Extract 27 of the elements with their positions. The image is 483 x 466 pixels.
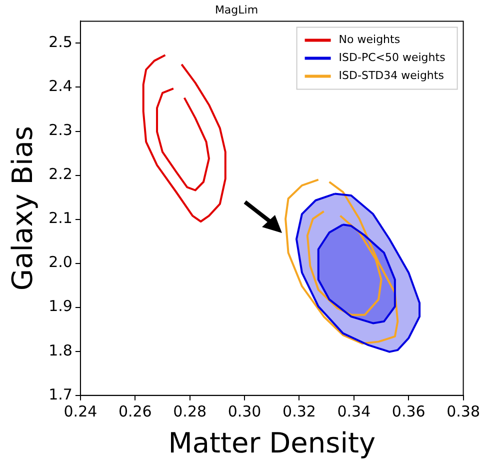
y-tick-label: 2.2 bbox=[48, 165, 72, 184]
x-tick-label: 0.30 bbox=[228, 402, 262, 420]
chart-title: MagLim bbox=[214, 3, 258, 16]
y-tick-label: 1.9 bbox=[48, 297, 72, 316]
x-tick-label: 0.38 bbox=[446, 402, 480, 420]
y-tick-label: 1.7 bbox=[48, 385, 72, 404]
y-tick-label: 1.8 bbox=[48, 341, 72, 360]
line-series bbox=[306, 210, 382, 316]
y-axis-title: Galaxy Bias bbox=[6, 126, 40, 291]
x-tick-label: 0.28 bbox=[173, 402, 207, 420]
legend-label: No weights bbox=[338, 33, 400, 46]
line-series bbox=[142, 54, 226, 223]
line-series bbox=[156, 88, 210, 192]
x-tick-label: 0.36 bbox=[392, 402, 426, 420]
y-tick-label: 2.5 bbox=[48, 33, 72, 52]
y-tick-label: 2.1 bbox=[48, 209, 72, 228]
legend-label: ISD-STD34 weights bbox=[338, 69, 444, 82]
y-tick-label: 2.3 bbox=[48, 121, 72, 140]
x-tick-label: 0.34 bbox=[337, 402, 371, 420]
line-series bbox=[284, 178, 399, 344]
x-tick-label: 0.32 bbox=[282, 402, 316, 420]
legend-label: ISD-PC<50 weights bbox=[338, 51, 446, 64]
y-tick-label: 2.4 bbox=[48, 77, 72, 96]
x-tick-label: 0.26 bbox=[118, 402, 152, 420]
y-tick-label: 2.0 bbox=[48, 253, 72, 272]
x-tick-label: 0.24 bbox=[64, 402, 98, 420]
x-axis-title: Matter Density bbox=[168, 426, 376, 460]
